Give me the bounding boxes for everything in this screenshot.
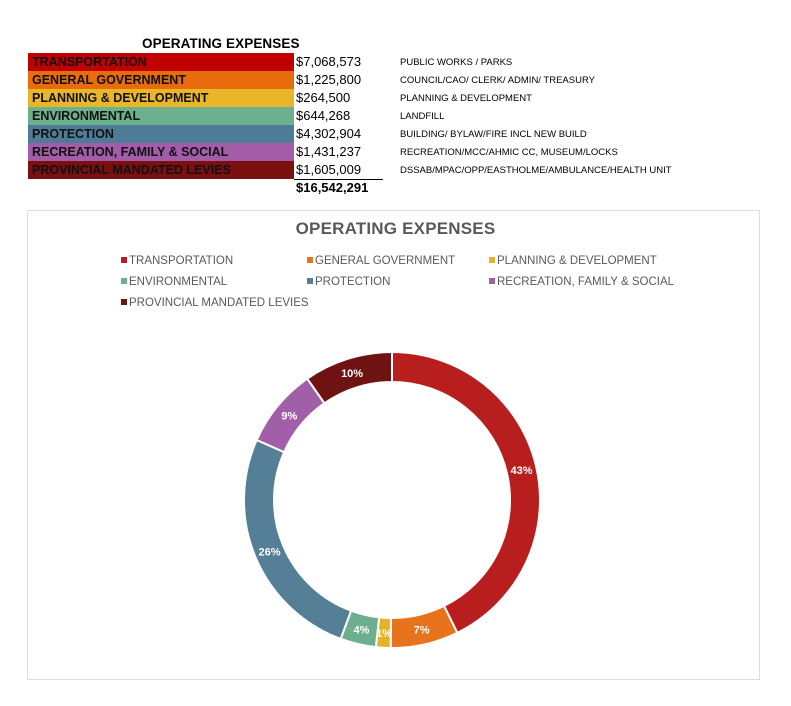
total-value: $16,542,291: [296, 180, 369, 195]
table-row-recreation-family-social: RECREATION, FAMILY & SOCIAL $1,431,237 REC…: [28, 143, 728, 161]
category-cell: PLANNING & DEVELOPMENT: [28, 89, 294, 107]
legend-item: TRANSPORTATION: [121, 254, 233, 268]
legend-swatch: [489, 257, 495, 263]
legend-swatch: [121, 278, 127, 284]
legend-swatch: [307, 278, 313, 284]
description-cell: BUILDING/ BYLAW/FIRE INCL NEW BUILD: [400, 129, 587, 140]
legend-item: ENVIRONMENTAL: [121, 275, 227, 289]
slice-data-label: 43%: [511, 465, 533, 477]
category-cell: PROVINCIAL MANDATED LEVIES: [28, 161, 294, 179]
category-cell: PROTECTION: [28, 125, 294, 143]
amount-cell: $7,068,573: [296, 54, 362, 69]
legend-label: PROTECTION: [315, 276, 391, 288]
amount-cell: $644,268: [296, 108, 351, 123]
amount-cell: $1,605,009: [296, 162, 362, 177]
legend-swatch: [121, 257, 127, 263]
legend-label: ENVIRONMENTAL: [129, 276, 228, 288]
description-cell: RECREATION/MCC/AHMIC CC, MUSEUM/LOCKS: [400, 147, 618, 158]
legend-swatch: [307, 257, 313, 263]
legend-item: RECREATION, FAMILY & SOCIAL: [489, 275, 674, 289]
donut-slice: [391, 350, 541, 635]
legend-label: PLANNING & DEVELOPMENT: [497, 255, 657, 267]
legend-item: PLANNING & DEVELOPMENT: [489, 254, 657, 268]
slice-data-label: 10%: [341, 368, 363, 380]
slice-data-label: 9%: [281, 410, 297, 422]
legend-swatch: [489, 278, 495, 284]
table-title: OPERATING EXPENSES: [142, 36, 300, 51]
description-cell: COUNCIL/CAO/ CLERK/ ADMIN/ TREASURY: [400, 75, 595, 86]
slice-data-label: 7%: [414, 625, 430, 637]
category-cell: TRANSPORTATION: [28, 53, 294, 71]
legend-label: GENERAL GOVERNMENT: [315, 255, 456, 267]
amount-cell: $1,225,800: [296, 72, 362, 87]
table-row-general-government: GENERAL GOVERNMENT $1,225,800 COUNCIL/CAO…: [28, 71, 728, 89]
table-row-environmental: ENVIRONMENTAL $644,268 LANDFILL: [28, 107, 728, 125]
category-cell: RECREATION, FAMILY & SOCIAL: [28, 143, 294, 161]
table-row-planning-development: PLANNING & DEVELOPMENT $264,500 PLANNING &…: [28, 89, 728, 107]
legend-label: PROVINCIAL MANDATED LEVIES: [129, 297, 309, 309]
slice-data-label: 26%: [258, 547, 280, 559]
legend-swatch: [121, 299, 127, 305]
total-underline: [294, 179, 383, 180]
description-cell: PLANNING & DEVELOPMENT: [400, 93, 532, 104]
legend-label: TRANSPORTATION: [129, 255, 234, 267]
legend-label: RECREATION, FAMILY & SOCIAL: [497, 276, 675, 288]
category-cell: ENVIRONMENTAL: [28, 107, 294, 125]
legend-item: PROVINCIAL MANDATED LEVIES: [121, 296, 309, 310]
slice-data-label: 4%: [354, 624, 370, 636]
description-cell: LANDFILL: [400, 111, 445, 122]
donut-slice: [305, 350, 393, 405]
donut-slice: [243, 438, 353, 641]
table-row-protection: PROTECTION $4,302,904 BUILDING/ BYLAW/FIRE…: [28, 125, 728, 143]
amount-cell: $264,500: [296, 90, 351, 105]
description-cell: PUBLIC WORKS / PARKS: [400, 57, 513, 68]
amount-cell: $4,302,904: [296, 126, 362, 141]
amount-cell: $1,431,237: [296, 144, 362, 159]
legend-item: PROTECTION: [307, 275, 390, 289]
legend-item: GENERAL GOVERNMENT: [307, 254, 455, 268]
chart-title: OPERATING EXPENSES: [295, 219, 496, 238]
slice-data-label: 1%: [376, 628, 392, 640]
description-cell: DSSAB/MPAC/OPP/EASTHOLME/AMBULANCE/HEALT…: [400, 165, 672, 176]
category-cell: GENERAL GOVERNMENT: [28, 71, 294, 89]
chart-panel: [27, 210, 760, 680]
table-row-transportation: TRANSPORTATION $7,068,573 PUBLIC WORKS / P…: [28, 53, 728, 71]
table-row-provincial-levies: PROVINCIAL MANDATED LEVIES $1,605,009 DSSA…: [28, 161, 728, 179]
